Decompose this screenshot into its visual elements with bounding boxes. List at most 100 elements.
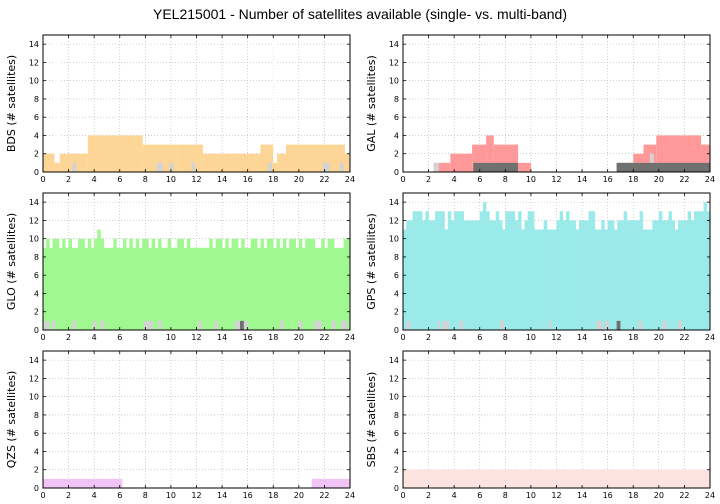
x-tick-label: 8 <box>503 175 508 184</box>
plot-frame <box>42 350 351 489</box>
bar-single-band <box>687 211 692 330</box>
bar-single-band <box>604 229 608 330</box>
bar-single-band <box>486 135 494 172</box>
bar-single-band <box>49 247 53 330</box>
bar-single-band <box>94 238 98 330</box>
bar-single-band <box>546 229 551 330</box>
bar-single-band <box>266 238 271 330</box>
bar-multi-band <box>406 320 411 330</box>
x-tick-label: 8 <box>503 333 508 342</box>
bar-single-band <box>103 247 108 330</box>
bar-single-band <box>190 247 194 330</box>
x-tick-label: 6 <box>117 175 122 184</box>
bar-single-band <box>665 220 669 330</box>
bar-single-band <box>151 238 156 330</box>
bar-single-band <box>444 229 449 330</box>
y-tick-label: 12 <box>389 374 399 383</box>
bar-single-band <box>97 229 101 330</box>
bar-single-band <box>228 247 232 330</box>
bar-single-band <box>286 144 350 172</box>
bar-single-band <box>302 247 306 330</box>
x-tick-label: 22 <box>679 333 689 342</box>
bar-single-band <box>260 144 278 172</box>
y-tick-label: 4 <box>394 447 399 456</box>
bar-multi-band <box>169 162 174 172</box>
bar-single-band <box>591 211 596 330</box>
bar-single-band <box>559 211 564 330</box>
bar-multi-band <box>442 320 450 330</box>
bar-single-band <box>639 211 644 330</box>
bar-multi-band <box>156 162 164 172</box>
bar-single-band <box>431 220 436 330</box>
bar-multi-band <box>298 320 303 330</box>
bar-single-band <box>122 238 127 330</box>
bar-single-band <box>521 229 525 330</box>
x-tick-label: 16 <box>603 491 613 500</box>
x-tick-label: 8 <box>143 175 148 184</box>
bar-multi-band <box>214 320 219 330</box>
y-tick-label: 6 <box>34 113 39 122</box>
x-tick-label: 24 <box>705 333 715 342</box>
x-tick-label: 12 <box>551 491 561 500</box>
bar-single-band <box>486 211 490 330</box>
bar-single-band <box>466 220 471 330</box>
bar-single-band <box>588 211 592 330</box>
bar-single-band <box>655 220 660 330</box>
bar-single-band <box>78 238 82 330</box>
bar-single-band <box>298 238 303 330</box>
bar-single-band <box>582 220 586 330</box>
x-tick-label: 8 <box>143 491 148 500</box>
y-tick-label: 2 <box>394 466 399 475</box>
bar-single-band <box>681 220 685 330</box>
bar-multi-band-dark <box>616 162 710 172</box>
bar-single-band <box>318 247 322 330</box>
x-tick-label: 24 <box>705 491 715 500</box>
bar-single-band <box>254 238 258 330</box>
x-tick-label: 0 <box>400 491 405 500</box>
bar-multi-band-dark <box>239 320 244 330</box>
bar-single-band <box>305 238 309 330</box>
bar-multi-band <box>662 320 667 330</box>
y-tick-label: 2 <box>394 150 399 159</box>
bar-single-band <box>403 469 710 488</box>
x-tick-label: 12 <box>551 175 561 184</box>
y-tick-label: 6 <box>34 429 39 438</box>
bar-single-band <box>346 238 351 330</box>
bar-single-band <box>649 229 653 330</box>
x-tick-label: 18 <box>628 491 638 500</box>
bar-single-band <box>527 211 532 330</box>
bar-single-band <box>614 229 618 330</box>
bar-single-band <box>273 247 277 330</box>
bar-single-band <box>578 220 583 330</box>
bar-single-band <box>330 238 335 330</box>
y-tick-label: 10 <box>389 235 399 244</box>
bar-single-band <box>277 153 287 172</box>
bar-single-band <box>340 247 344 330</box>
bar-single-band <box>569 220 573 330</box>
bar-single-band <box>308 238 312 330</box>
bar-single-band <box>492 220 496 330</box>
bar-multi-band <box>314 320 322 330</box>
bar-multi-band-dark <box>616 320 621 330</box>
x-tick-label: 10 <box>166 333 176 342</box>
x-tick-label: 22 <box>319 175 329 184</box>
y-tick-label: 0 <box>34 326 39 335</box>
y-tick-label: 12 <box>29 216 39 225</box>
x-tick-label: 20 <box>654 491 664 500</box>
plot-frame <box>402 350 711 489</box>
bar-single-band <box>684 220 688 330</box>
bar-single-band <box>457 211 461 330</box>
bar-single-band <box>505 211 509 330</box>
y-tick-label: 12 <box>389 58 399 67</box>
x-tick-label: 20 <box>294 175 304 184</box>
bar-single-band <box>58 247 63 330</box>
bar-single-band <box>690 220 695 330</box>
bar-single-band <box>62 238 66 330</box>
bar-single-band <box>450 153 473 172</box>
y-tick-label: 14 <box>29 40 39 49</box>
bar-single-band <box>180 238 184 330</box>
x-tick-label: 2 <box>426 175 431 184</box>
y-tick-label: 8 <box>394 411 399 420</box>
bar-single-band <box>71 247 76 330</box>
